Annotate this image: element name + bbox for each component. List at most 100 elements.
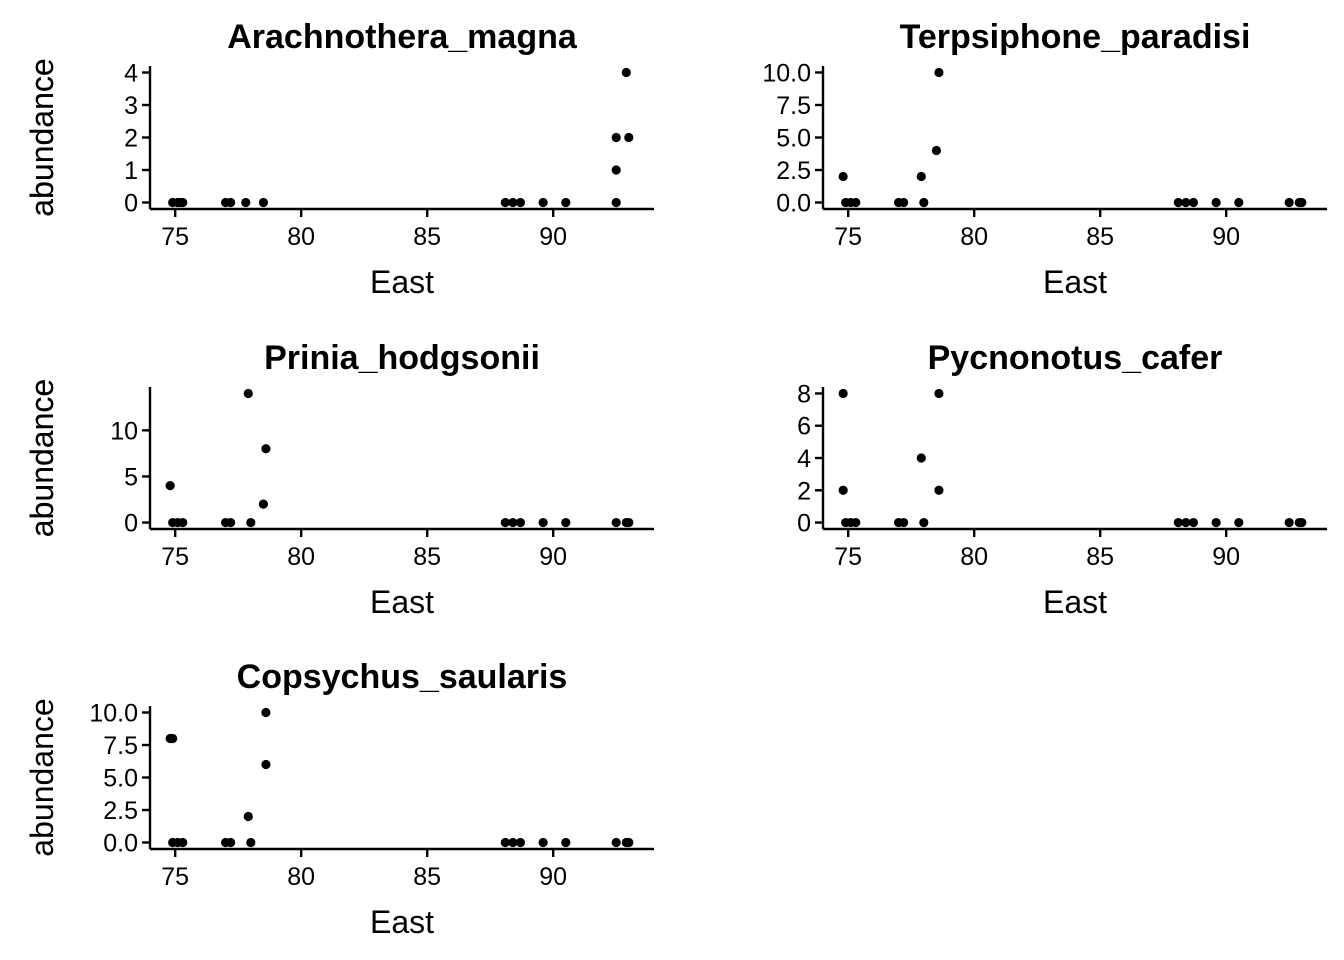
data-point (500, 837, 510, 848)
data-point (261, 444, 271, 454)
data-point (1234, 517, 1244, 528)
x-axis-title: East (370, 584, 434, 620)
data-point (1284, 517, 1294, 528)
x-tick-label: 90 (539, 223, 567, 251)
data-point (611, 197, 621, 208)
y-tick-label: 2.5 (103, 797, 138, 825)
x-tick-label: 90 (1212, 543, 1240, 571)
y-tick-label: 0 (797, 510, 811, 538)
panel-title: Copsychus_saularis (237, 658, 568, 696)
data-point (1284, 197, 1294, 208)
x-tick-label: 90 (539, 863, 567, 891)
data-point (1188, 517, 1199, 528)
data-point (899, 517, 909, 528)
data-point (851, 197, 861, 208)
x-tick-label: 80 (287, 223, 315, 251)
data-point (168, 733, 178, 744)
data-point (934, 388, 944, 399)
data-point (243, 388, 253, 399)
data-point (611, 165, 621, 175)
y-tick-label: 0.0 (776, 190, 811, 218)
data-point (178, 517, 188, 528)
data-point (919, 197, 929, 208)
data-point (621, 67, 631, 78)
data-point (624, 132, 634, 143)
panel-5: Copsychus_saularis 75 80 85 90 0.0 2.5 5.0 7.5 10… (24, 658, 654, 940)
data-point (178, 197, 188, 208)
x-tick-label: 80 (960, 223, 988, 251)
panel-title: Pycnonotus_cafer (928, 339, 1223, 377)
x-tick-label: 80 (960, 543, 988, 571)
panel-2: Terpsiphone_paradisi 75 80 85 90 0.0 2.5 5.0 7.5… (24, 18, 1327, 300)
data-point (934, 485, 944, 495)
x-tick-label: 90 (1212, 223, 1240, 251)
y-tick-label: 7.5 (103, 732, 138, 760)
y-tick-label: 1 (124, 157, 138, 185)
x-tick-label: 85 (1086, 223, 1114, 251)
x-axis-title: East (370, 904, 434, 940)
y-tick-label: 0.0 (103, 830, 138, 858)
panel-title: Arachnothera_magna (227, 18, 578, 56)
panel-1: Arachnothera_magna 75 80 85 90 0 1 2 3 4 East abund… (24, 18, 654, 300)
y-axis-title: abundance (24, 379, 60, 537)
y-tick-label: 4 (797, 445, 811, 473)
data-point (916, 453, 926, 463)
data-point (561, 837, 571, 848)
data-point (515, 517, 526, 528)
x-tick-label: 75 (161, 543, 189, 571)
data-point (561, 517, 571, 528)
panel-3: Prinia_hodgsonii 75 80 85 90 0 5 10 East abundanc… (24, 339, 654, 620)
data-point (258, 197, 268, 208)
x-tick-label: 75 (834, 543, 862, 571)
y-tick-label: 0 (124, 510, 138, 538)
y-tick-label: 5 (124, 463, 138, 491)
data-point (1211, 517, 1221, 528)
y-tick-label: 3 (124, 92, 138, 120)
data-point (515, 837, 526, 848)
y-tick-label: 2.5 (776, 157, 811, 185)
y-tick-label: 5.0 (103, 765, 138, 793)
data-point (226, 197, 236, 208)
data-point (538, 837, 548, 848)
data-point (508, 517, 518, 528)
x-tick-label: 75 (834, 223, 862, 251)
data-point (851, 517, 861, 528)
data-point (243, 811, 253, 822)
panel-4: Pycnonotus_cafer 75 80 85 90 0 2 4 6 8 East abundan… (24, 339, 1327, 620)
data-point (178, 837, 188, 848)
data-point (165, 481, 175, 491)
x-axis-title: East (1043, 264, 1107, 300)
x-tick-label: 75 (161, 863, 189, 891)
x-axis-title: East (1043, 584, 1107, 620)
x-tick-label: 85 (1086, 543, 1114, 571)
panel-title: Terpsiphone_paradisi (900, 18, 1251, 56)
data-point (538, 197, 548, 208)
data-point (241, 197, 251, 208)
y-axis-title: abundance (24, 698, 60, 856)
data-point (508, 837, 518, 848)
data-point (931, 145, 942, 156)
data-point (1297, 517, 1307, 528)
y-tick-label: 2 (124, 125, 138, 153)
data-point (1181, 517, 1191, 528)
y-tick-label: 10.0 (89, 700, 138, 728)
data-point (261, 707, 271, 718)
data-point (500, 197, 510, 208)
data-point (258, 499, 268, 509)
data-point (838, 388, 848, 399)
data-point (261, 759, 271, 770)
data-point (916, 171, 926, 182)
data-point (561, 197, 571, 208)
x-tick-label: 85 (413, 223, 441, 251)
y-tick-label: 10.0 (762, 60, 811, 88)
y-tick-label: 0 (124, 190, 138, 218)
y-tick-label: 2 (797, 477, 811, 505)
data-point (515, 197, 526, 208)
data-point (919, 517, 929, 528)
data-point (1297, 197, 1307, 208)
data-point (838, 485, 848, 495)
data-point (1211, 197, 1221, 208)
data-point (246, 837, 256, 848)
x-tick-label: 85 (413, 863, 441, 891)
data-point (624, 837, 634, 848)
